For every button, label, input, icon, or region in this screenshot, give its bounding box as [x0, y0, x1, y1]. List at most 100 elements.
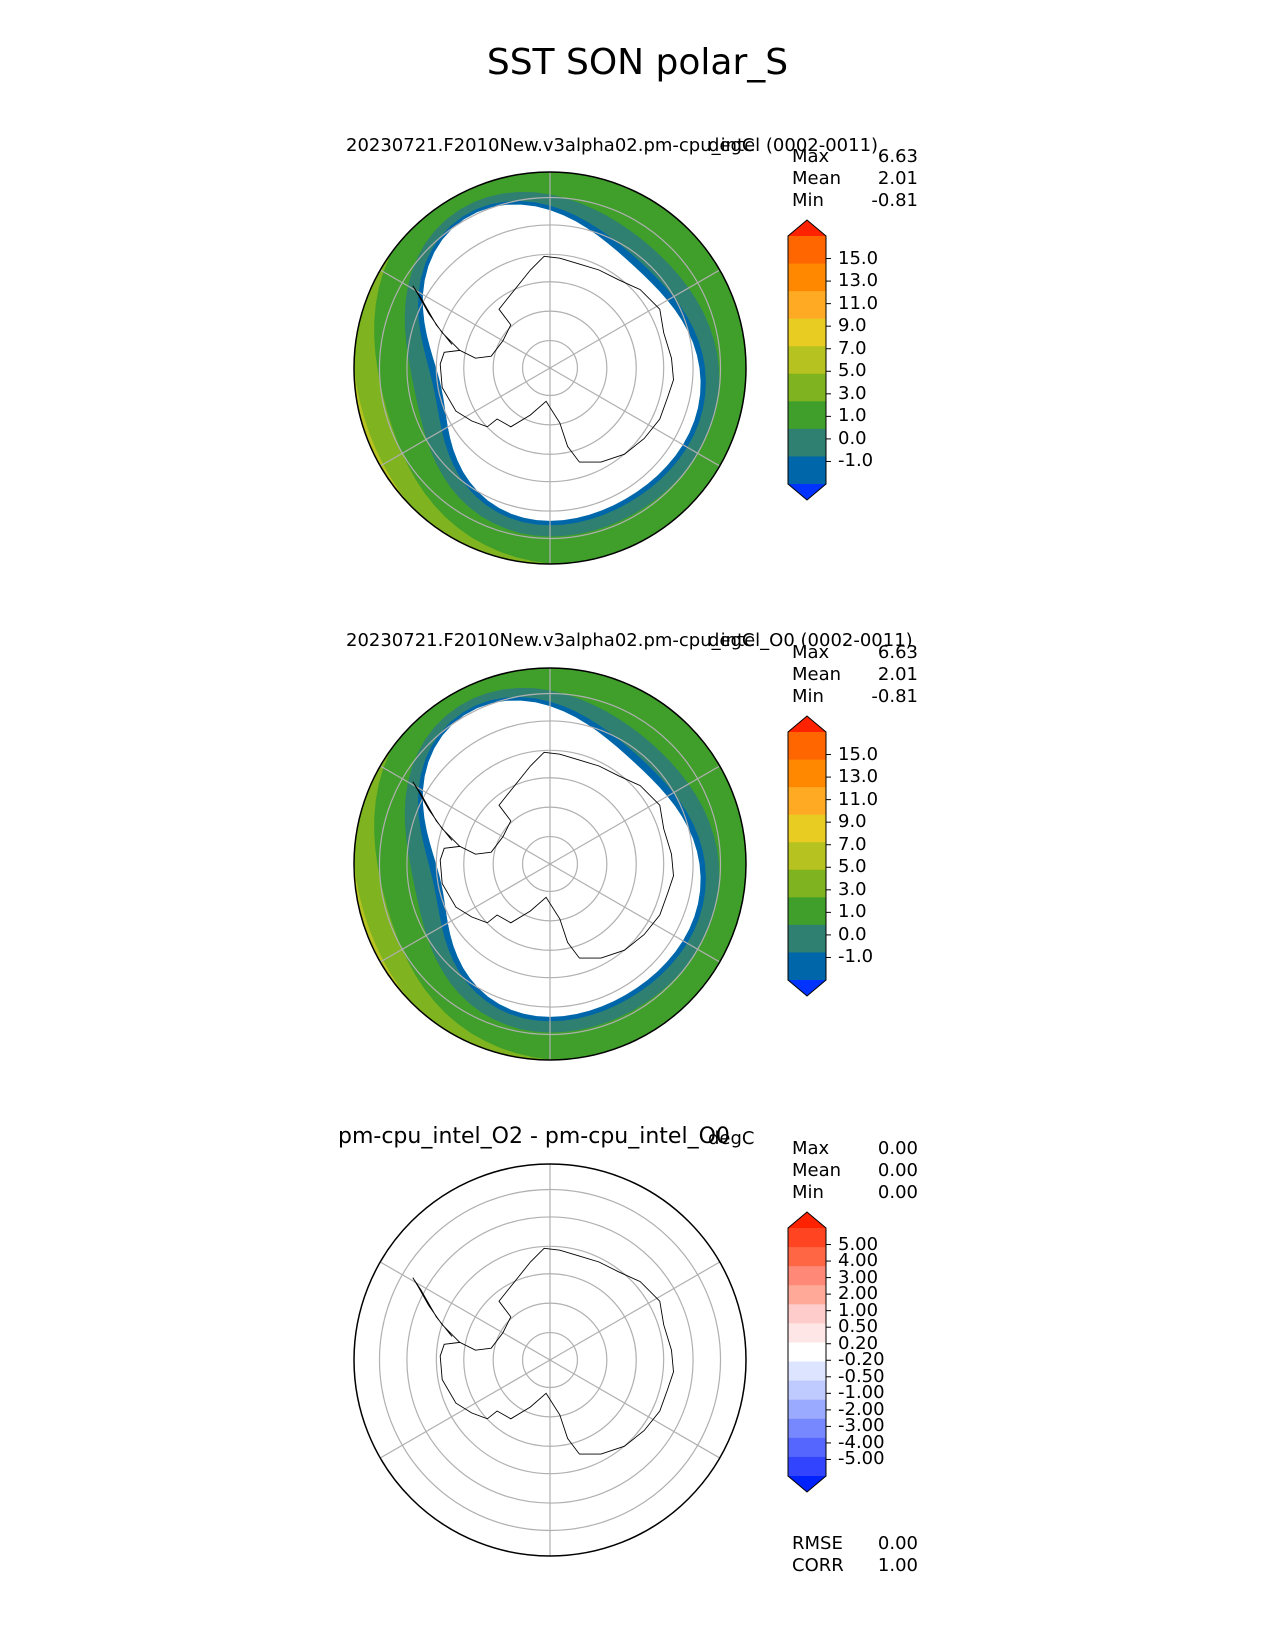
colorbar-segment-5	[788, 1304, 826, 1324]
lon-gridline-2	[549, 1359, 738, 1469]
colorbar-segment-4	[788, 318, 826, 347]
colorbar-segment-2	[788, 759, 826, 788]
panel-1-colorbar	[787, 219, 831, 501]
lon-gridline-4	[362, 1359, 551, 1469]
panel-3-polar-map	[353, 1163, 747, 1557]
lon-gridline-5	[362, 755, 551, 865]
panel-3-colorbar	[787, 1211, 831, 1493]
lon-gridline-1	[549, 1251, 738, 1361]
lon-gridline-5	[362, 259, 551, 369]
colorbar-segment-8	[788, 1361, 826, 1382]
panel-3-rmse-label: RMSE	[792, 1533, 843, 1554]
panel-3-mean-label: Mean	[792, 1160, 842, 1181]
colorbar-segment-10	[788, 1399, 826, 1420]
lon-gridline-4	[362, 367, 551, 477]
colorbar-segment-3	[788, 1266, 826, 1286]
panel-3-min-label: Min	[792, 1182, 824, 1203]
colorbar-tick-label: 5.0	[838, 856, 867, 878]
panel-3-max-value: 0.00	[877, 1138, 918, 1159]
colorbar-tick-label: 5.00	[838, 1233, 879, 1255]
colorbar-tick-label: 3.00	[838, 1266, 879, 1288]
panel-1-polar-map	[353, 171, 747, 565]
colorbar-extend-top	[788, 716, 826, 732]
colorbar-segment-12	[788, 1437, 826, 1458]
lon-gridline-5	[362, 1251, 551, 1361]
lon-gridline-1	[549, 755, 738, 865]
antarctica-coastline	[439, 255, 674, 463]
colorbar-tick-label: 1.0	[838, 405, 867, 427]
colorbar-tick-label: 2.00	[838, 1283, 879, 1305]
panel-2-min-label: Min	[792, 686, 824, 707]
colorbar-segment-1	[788, 732, 826, 761]
panel-2-max-label: Max	[792, 642, 830, 663]
colorbar-tick-label: 0.0	[838, 427, 867, 449]
colorbar-segment-8	[788, 924, 826, 953]
colorbar-segment-2	[788, 1247, 826, 1267]
colorbar-tick-label: 11.0	[838, 788, 879, 810]
panel-2-mean-value: 2.01	[877, 664, 918, 685]
lon-gridline-1	[549, 259, 738, 369]
panel-3-title: pm-cpu_intel_O2 - pm-cpu_intel_O0	[338, 1124, 730, 1149]
colorbar-segment-11	[788, 1418, 826, 1439]
panel-1-min-label: Min	[792, 190, 824, 211]
colorbar-segment-6	[788, 373, 826, 402]
colorbar-tick-label: 5.0	[838, 360, 867, 382]
panel-1-units: degC	[708, 135, 755, 156]
panel-3-min-value: 0.00	[877, 1182, 918, 1203]
antarctic-peninsula-coastline	[412, 285, 461, 351]
panel-3-corr-value: 1.00	[877, 1555, 918, 1576]
antarctic-peninsula-coastline	[412, 1277, 461, 1343]
colorbar-extend-bottom	[788, 980, 826, 996]
panel-1-min-value: -0.81	[871, 190, 918, 211]
panel-2-title: 20230721.F2010New.v3alpha02.pm-cpu_intel…	[346, 630, 913, 651]
map-border	[353, 171, 747, 565]
colorbar-segment-13	[788, 1456, 826, 1477]
figure-title: SST SON polar_S	[486, 42, 789, 83]
colorbar-tick-label: 3.0	[838, 382, 867, 404]
panel-2-polar-map	[353, 667, 747, 1061]
panel-1-max-value: 6.63	[877, 146, 918, 167]
panel-1-max-label: Max	[792, 146, 830, 167]
colorbar-tick-label: 9.0	[838, 315, 867, 337]
lon-gridline-2	[549, 367, 738, 477]
colorbar-tick-label: 7.0	[838, 833, 867, 855]
lon-gridline-2	[549, 863, 738, 973]
sst-band-3	[354, 668, 746, 1060]
colorbar-tick-label: 13.0	[838, 766, 879, 788]
colorbar-extend-bottom	[788, 1476, 826, 1492]
colorbar-tick-label: -1.0	[838, 450, 874, 472]
panel-2-colorbar	[787, 715, 831, 997]
colorbar-tick-label: 0.50	[838, 1316, 879, 1338]
colorbar-extend-top	[788, 220, 826, 236]
colorbar-tick-label: 9.0	[838, 811, 867, 833]
colorbar-tick-label: 15.0	[838, 247, 879, 269]
colorbar-tick-label: 0.20	[838, 1332, 879, 1354]
colorbar-segment-8	[788, 428, 826, 457]
colorbar-segment-4	[788, 814, 826, 843]
colorbar-tick-label: -2.00	[838, 1398, 885, 1420]
colorbar-tick-label: 15.0	[838, 743, 879, 765]
colorbar-tick-label: 3.0	[838, 878, 867, 900]
sst-band-3	[354, 172, 746, 564]
colorbar-tick-label: 0.0	[838, 923, 867, 945]
colorbar-segment-2	[788, 263, 826, 292]
map-border	[353, 1163, 747, 1557]
colorbar-tick-label: -3.00	[838, 1415, 885, 1437]
colorbar-segment-1	[788, 1228, 826, 1248]
lon-gridline-4	[362, 863, 551, 973]
colorbar-tick-label: 11.0	[838, 292, 879, 314]
colorbar-tick-label: 7.0	[838, 337, 867, 359]
panel-2-mean-label: Mean	[792, 664, 842, 685]
colorbar-tick-label: -0.20	[838, 1349, 885, 1371]
panel-3-corr-label: CORR	[792, 1555, 844, 1576]
antarctic-peninsula-coastline	[412, 781, 461, 847]
colorbar-tick-label: -0.50	[838, 1365, 885, 1387]
colorbar-segment-5	[788, 346, 826, 375]
map-border	[353, 667, 747, 1061]
colorbar-segment-6	[788, 1323, 826, 1343]
panel-2-max-value: 6.63	[877, 642, 918, 663]
antarctica-coastline	[439, 1247, 674, 1455]
panel-2-min-value: -0.81	[871, 686, 918, 707]
colorbar-segment-3	[788, 787, 826, 816]
colorbar-tick-label: -5.00	[838, 1448, 885, 1470]
